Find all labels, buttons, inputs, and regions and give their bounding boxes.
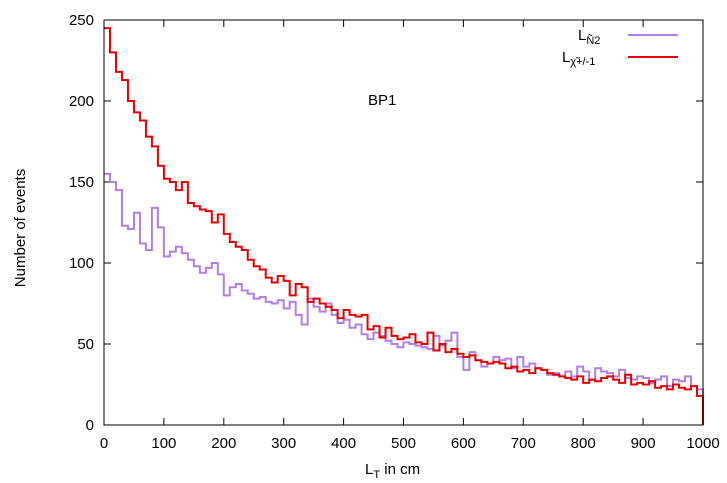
x-tick-label-8: 800: [571, 435, 596, 452]
x-tick-label-0: 0: [100, 435, 108, 452]
legend-label-0: LÑ2: [578, 27, 600, 47]
legend-label-1-sub: χ̃+/-1: [570, 56, 595, 68]
x-axis-title-rest: in cm: [380, 461, 420, 478]
x-axis-title: LT in cm: [365, 461, 420, 481]
x-tick-label-10: 1000: [686, 435, 719, 452]
y-tick-label-5: 250: [69, 12, 94, 29]
y-axis-title: Number of events: [12, 169, 29, 287]
legend: LÑ2 Lχ̃+/-1: [562, 27, 678, 68]
x-tick-label-5: 500: [391, 435, 416, 452]
y-tick-label-4: 200: [69, 93, 94, 110]
x-tick-label-2: 200: [211, 435, 236, 452]
legend-label-0-main: L: [578, 27, 586, 44]
x-tick-label-6: 600: [451, 435, 476, 452]
y-tick-label-0: 0: [86, 417, 94, 434]
y-tick-label-3: 150: [69, 174, 94, 191]
plot-frame: [103, 19, 704, 426]
x-axis-title-sub: T: [373, 469, 380, 481]
x-tick-label-7: 700: [511, 435, 536, 452]
x-tick-label-4: 400: [331, 435, 356, 452]
x-tick-label-3: 300: [271, 435, 296, 452]
series-layer: [104, 27, 704, 425]
y-tick-label-1: 50: [77, 336, 94, 353]
series-0-histogram: [104, 172, 704, 425]
series-1-histogram: [104, 27, 704, 425]
x-tick-label-1: 100: [151, 435, 176, 452]
legend-label-1-main: L: [562, 49, 570, 66]
x-tick-label-9: 900: [631, 435, 656, 452]
x-axis-title-main: L: [365, 461, 373, 478]
y-tick-label-2: 100: [69, 255, 94, 272]
axis-ticks: 0 100 200 300 400 500 600 700 800 900 1000 0 50 100 15…: [69, 12, 720, 452]
annotation-label: BP1: [368, 92, 396, 109]
legend-label-0-sub: Ñ2: [586, 34, 600, 47]
legend-label-1: Lχ̃+/-1: [562, 49, 595, 68]
